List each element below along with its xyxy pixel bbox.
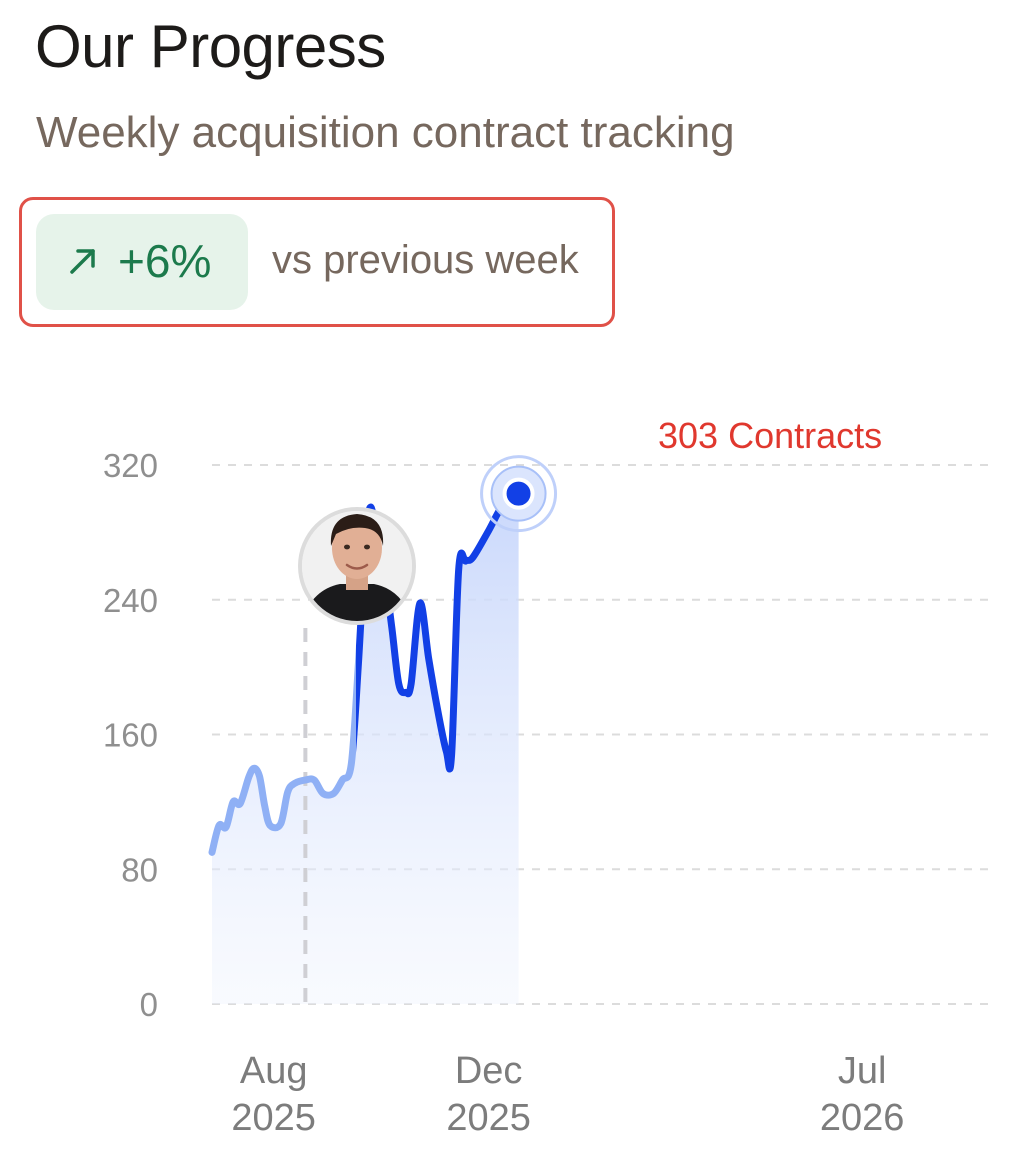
latest-point [480,455,558,533]
y-tick-label: 160 [103,717,158,754]
area-fill [212,493,519,1004]
arrow-up-right-icon [70,249,95,274]
x-tick-month: Dec [455,1050,523,1092]
change-label: vs previous week [272,238,579,282]
x-axis: Aug 2025 Dec 2025 Jul 2026 [231,1050,904,1139]
y-tick-label: 320 [103,447,158,484]
change-value: +6% [118,235,212,287]
x-tick-year: 2025 [446,1097,531,1139]
person-avatar[interactable] [298,507,416,626]
page-title: Our Progress [35,13,386,80]
weekly-change-highlight: +6% vs previous week [19,197,615,327]
x-tick-month: Jul [838,1050,887,1092]
x-tick-year: 2025 [231,1097,316,1139]
latest-point-dot [502,477,535,510]
series-line-before-marker [208,645,356,856]
y-tick-label: 240 [103,582,158,619]
y-axis: 0 80 160 240 320 [103,447,158,1023]
latest-value-label: 303 Contracts [658,415,882,456]
change-badge: +6% [36,214,248,310]
x-tick-year: 2026 [820,1097,905,1139]
latest-point-outer-ring [480,455,558,533]
y-tick-label: 80 [121,851,158,888]
x-tick-month: Aug [240,1050,308,1092]
y-tick-label: 0 [140,986,158,1023]
page-subtitle: Weekly acquisition contract tracking [36,108,735,157]
